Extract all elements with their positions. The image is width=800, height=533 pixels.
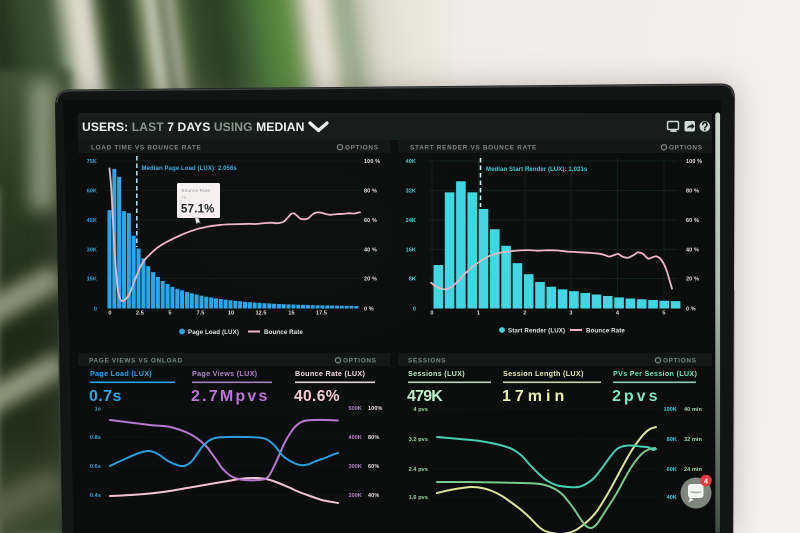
svg-text:0.6s: 0.6s: [90, 464, 101, 470]
svg-text:16K: 16K: [406, 248, 416, 254]
svg-text:15K: 15K: [87, 277, 97, 283]
svg-text:24K: 24K: [406, 218, 416, 224]
svg-text:17min: 17min: [502, 388, 568, 405]
svg-text:Session Length (LUX): Session Length (LUX): [503, 369, 584, 378]
svg-text:60K: 60K: [87, 189, 97, 195]
svg-text:SESSIONS: SESSIONS: [408, 358, 446, 365]
svg-text:Start Render (LUX): Start Render (LUX): [508, 328, 565, 335]
svg-text:Page Load (LUX): Page Load (LUX): [90, 369, 152, 378]
svg-text:40%: 40%: [368, 493, 379, 499]
svg-text:0.7s: 0.7s: [89, 388, 122, 405]
svg-text:Page Load (LUX): Page Load (LUX): [188, 329, 239, 336]
svg-text:7s: 7s: [182, 195, 186, 200]
svg-text:7.5: 7.5: [197, 311, 205, 317]
svg-text:Bounce Rate (LUX): Bounce Rate (LUX): [295, 369, 365, 378]
svg-text:0 %: 0 %: [364, 307, 374, 313]
svg-text:200K: 200K: [348, 493, 362, 499]
svg-text:Page Views (LUX): Page Views (LUX): [192, 369, 258, 378]
svg-text:USERS: LAST 7 DAYS USING MEDIA: USERS: LAST 7 DAYS USING MEDIAN: [82, 120, 304, 134]
svg-text:32K: 32K: [406, 189, 416, 195]
svg-text:300K: 300K: [348, 464, 362, 470]
svg-text:40 %: 40 %: [364, 248, 377, 254]
svg-text:40 min: 40 min: [684, 407, 703, 413]
svg-text:57.1%: 57.1%: [181, 204, 215, 216]
svg-text:100 %: 100 %: [364, 159, 380, 165]
svg-text:0.4s: 0.4s: [90, 493, 101, 499]
svg-text:Median Page Load (LUX): 2.056s: Median Page Load (LUX): 2.056s: [142, 166, 238, 172]
svg-text:PAGE VIEWS VS ONLOAD: PAGE VIEWS VS ONLOAD: [89, 358, 183, 365]
svg-text:400K: 400K: [348, 435, 362, 441]
svg-text:80 %: 80 %: [364, 189, 377, 195]
svg-text:75K: 75K: [87, 159, 97, 165]
svg-text:80K: 80K: [667, 437, 677, 443]
svg-text:Bounce Rate: Bounce Rate: [586, 328, 625, 335]
svg-text:3.2 pvs: 3.2 pvs: [409, 437, 428, 443]
svg-text:4: 4: [704, 476, 709, 485]
svg-text:80%: 80%: [368, 435, 379, 441]
svg-text:Bounce Rate: Bounce Rate: [264, 329, 303, 336]
svg-text:Bounce Rate: Bounce Rate: [182, 188, 211, 193]
svg-text:40 %: 40 %: [686, 248, 699, 254]
svg-text:2pvs: 2pvs: [612, 388, 660, 405]
svg-text:60 %: 60 %: [364, 218, 377, 224]
svg-text:OPTIONS: OPTIONS: [669, 145, 703, 152]
svg-text:100 %: 100 %: [686, 159, 702, 165]
svg-text:0: 0: [413, 307, 416, 313]
svg-text:100K: 100K: [663, 407, 677, 413]
svg-text:0.8s: 0.8s: [90, 435, 101, 441]
svg-text:40.6%: 40.6%: [294, 388, 340, 405]
svg-text:80 %: 80 %: [686, 189, 699, 195]
svg-text:60 %: 60 %: [686, 218, 699, 224]
svg-text:2.7Mpvs: 2.7Mpvs: [191, 388, 270, 405]
svg-text:20 %: 20 %: [364, 277, 377, 283]
svg-text:4 pvs: 4 pvs: [413, 407, 428, 413]
svg-text:0 %: 0 %: [686, 307, 696, 313]
svg-text:40K: 40K: [406, 159, 416, 165]
svg-text:40K: 40K: [667, 495, 677, 501]
svg-text:20 %: 20 %: [686, 277, 699, 283]
svg-text:5: 5: [168, 311, 171, 317]
svg-text:START RENDER VS BOUNCE RATE: START RENDER VS BOUNCE RATE: [410, 145, 537, 152]
svg-text:8K: 8K: [409, 277, 416, 283]
svg-text:OPTIONS: OPTIONS: [343, 358, 377, 365]
svg-text:12.5: 12.5: [255, 311, 266, 317]
svg-text:LOAD TIME VS BOUNCE RATE: LOAD TIME VS BOUNCE RATE: [91, 145, 201, 152]
svg-text:60%: 60%: [368, 464, 379, 470]
svg-text:100%: 100%: [368, 406, 382, 412]
svg-text:1s: 1s: [95, 407, 101, 413]
svg-text:60K: 60K: [667, 467, 677, 473]
svg-text:500K: 500K: [348, 406, 362, 412]
svg-text:1: 1: [477, 311, 480, 317]
svg-text:2: 2: [523, 311, 526, 317]
svg-text:0: 0: [430, 311, 433, 317]
svg-text:3: 3: [569, 311, 572, 317]
svg-text:479K: 479K: [407, 388, 443, 405]
svg-text:45K: 45K: [87, 218, 97, 224]
svg-text:Sessions (LUX): Sessions (LUX): [408, 369, 465, 378]
svg-text:4: 4: [616, 311, 620, 317]
svg-text:PVs Per Session (LUX): PVs Per Session (LUX): [613, 369, 697, 378]
svg-text:OPTIONS: OPTIONS: [345, 145, 379, 152]
svg-text:30K: 30K: [87, 248, 97, 254]
svg-text:OPTIONS: OPTIONS: [663, 358, 697, 365]
svg-text:32 min: 32 min: [684, 437, 703, 443]
svg-text:2.5: 2.5: [136, 311, 144, 317]
svg-text:15: 15: [288, 311, 294, 317]
svg-text:24 min: 24 min: [684, 467, 703, 473]
svg-text:0: 0: [94, 307, 97, 313]
svg-text:10: 10: [228, 311, 234, 317]
svg-text:1.6 pvs: 1.6 pvs: [409, 495, 428, 501]
svg-text:0: 0: [108, 311, 111, 317]
svg-text:2.4 pvs: 2.4 pvs: [409, 467, 428, 473]
svg-text:Median Start Render (LUX): 1.0: Median Start Render (LUX): 1.031s: [486, 167, 588, 173]
svg-text:17.5: 17.5: [316, 311, 327, 317]
svg-text:5: 5: [662, 311, 665, 317]
